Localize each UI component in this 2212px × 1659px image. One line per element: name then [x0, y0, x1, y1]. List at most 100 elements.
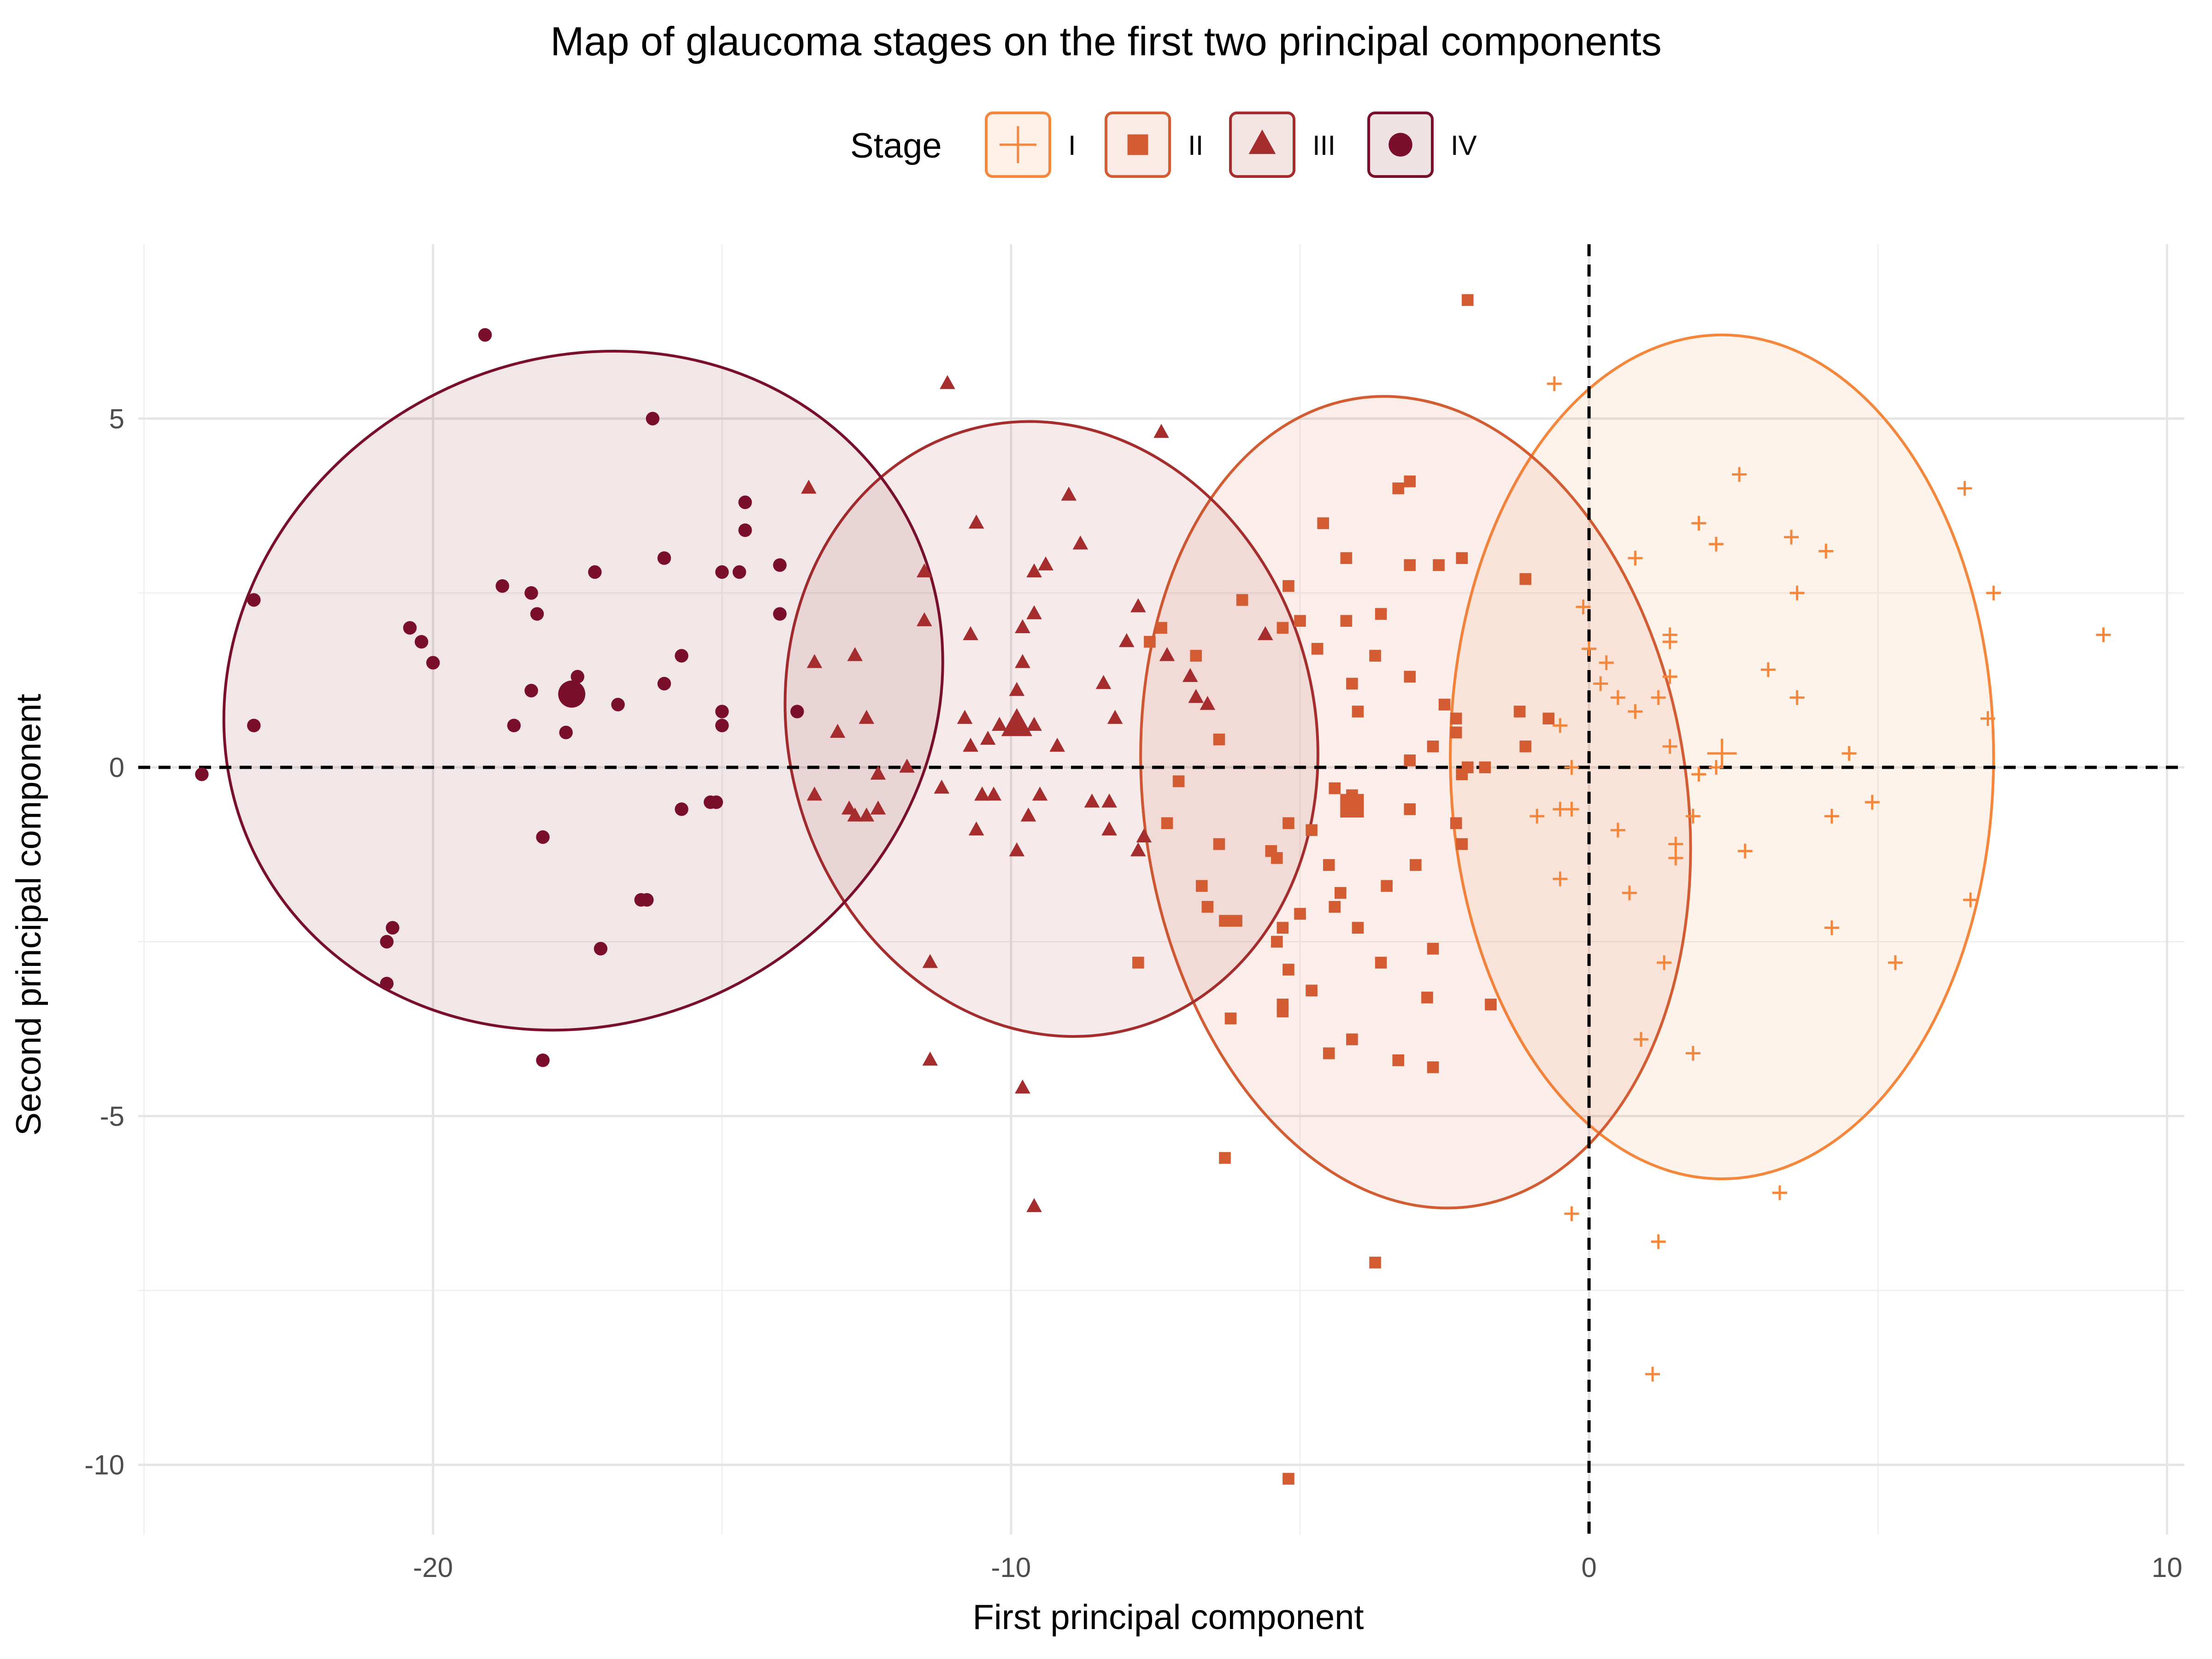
point-stage-II	[1450, 726, 1462, 739]
point-stage-II	[1346, 677, 1358, 690]
point-stage-III	[934, 779, 950, 794]
point-stage-I	[1628, 551, 1643, 566]
point-stage-II	[1427, 740, 1439, 753]
point-stage-II	[1306, 984, 1318, 997]
point-stage-III	[1061, 487, 1077, 501]
point-stage-II	[1519, 573, 1531, 585]
point-stage-II	[1340, 615, 1353, 627]
point-stage-IV	[657, 677, 671, 691]
point-stage-II	[1190, 650, 1202, 662]
point-stage-III	[1130, 842, 1146, 857]
point-stage-III	[940, 375, 955, 389]
point-stage-III	[859, 710, 875, 724]
point-stage-II	[1456, 552, 1468, 564]
point-stage-IV	[611, 698, 625, 712]
point-stage-III	[1049, 737, 1065, 752]
point-stage-III	[1101, 821, 1117, 835]
point-stage-II	[1375, 608, 1387, 620]
point-stage-II	[1456, 838, 1468, 850]
tick-labels: -20 -10 0 10 -10 -5 0 5	[84, 403, 2182, 1583]
point-stage-III	[1026, 605, 1042, 619]
point-stage-III	[1020, 807, 1036, 822]
point-stage-IV	[536, 1053, 550, 1067]
point-stage-III	[968, 514, 984, 529]
point-stage-III	[968, 821, 984, 835]
point-stage-IV	[247, 593, 261, 607]
point-stage-II	[1461, 294, 1474, 306]
reference-lines	[138, 244, 2184, 1535]
point-stage-I	[1599, 655, 1614, 671]
legend-symbol-III	[1248, 129, 1276, 154]
point-stage-II	[1230, 915, 1242, 927]
point-stage-III	[1188, 688, 1204, 703]
point-stage-III	[1153, 424, 1169, 438]
point-stage-III	[963, 737, 978, 752]
point-stage-III	[1130, 598, 1146, 612]
point-stage-II	[1329, 782, 1341, 794]
point-stage-IV	[495, 579, 509, 593]
point-stage-II	[1323, 859, 1335, 871]
point-stage-III	[1038, 556, 1053, 571]
x-tick-label: 0	[1581, 1552, 1596, 1583]
point-stage-III	[1026, 1198, 1042, 1212]
point-stage-II	[1427, 942, 1439, 955]
point-stage-I	[1530, 809, 1545, 824]
point-stage-II	[1438, 699, 1451, 711]
point-stage-IV	[675, 802, 688, 816]
point-stage-III	[1032, 786, 1048, 801]
point-stage-III	[916, 563, 932, 577]
point-stage-III	[1182, 668, 1198, 682]
point-stage-IV	[507, 718, 521, 733]
point-stage-IV	[247, 718, 261, 733]
point-stage-I	[1685, 809, 1700, 824]
point-stage-IV	[640, 893, 654, 907]
point-stage-I	[1691, 516, 1706, 531]
point-stage-III	[870, 800, 886, 815]
point-stage-III	[916, 612, 932, 626]
point-stage-I	[1651, 1234, 1666, 1249]
point-stage-I	[1691, 767, 1706, 782]
point-stage-I	[1564, 760, 1579, 775]
point-stage-III	[1118, 633, 1135, 647]
point-stage-I	[1628, 704, 1643, 719]
point-stage-II	[1450, 817, 1462, 830]
y-tick-label: -5	[100, 1101, 124, 1132]
point-stage-II	[1282, 964, 1294, 976]
point-stage-II	[1277, 1006, 1289, 1018]
legend-symbol-IV	[1388, 133, 1412, 157]
point-stage-I	[1564, 1206, 1579, 1221]
point-stage-II	[1542, 712, 1555, 724]
point-stage-IV	[524, 586, 538, 600]
point-stage-I	[1645, 1366, 1660, 1382]
point-stage-I	[1760, 662, 1776, 677]
point-stage-II	[1404, 671, 1416, 683]
point-stage-I	[1564, 801, 1579, 817]
point-stage-I	[1824, 809, 1839, 824]
point-stage-III	[1072, 535, 1088, 550]
point-stage-III	[1107, 710, 1123, 724]
point-stage-IV	[675, 649, 688, 663]
point-stage-II	[1433, 559, 1445, 571]
point-stage-I	[1576, 600, 1591, 615]
point-stage-II	[1479, 761, 1491, 773]
point-stage-I	[1610, 690, 1625, 705]
point-stage-III	[1200, 696, 1216, 710]
point-stage-III	[922, 954, 938, 968]
point-stage-II	[1172, 775, 1185, 788]
point-stage-II	[1427, 1061, 1439, 1073]
centroid-stage-III	[1001, 708, 1033, 736]
point-stage-II	[1311, 643, 1324, 655]
point-stage-III	[986, 786, 1002, 801]
point-stage-II	[1329, 901, 1341, 913]
point-stage-II	[1317, 517, 1329, 529]
point-stage-I	[1732, 467, 1747, 482]
point-stage-II	[1219, 1152, 1231, 1164]
legend-item-III: III	[1229, 112, 1335, 178]
point-stage-III	[1101, 793, 1117, 808]
x-tick-label: -20	[413, 1552, 453, 1583]
point-stage-IV	[536, 830, 550, 844]
point-stage-IV	[709, 795, 723, 809]
point-stage-IV	[790, 705, 804, 718]
point-stage-IV	[414, 635, 429, 649]
point-stage-II	[1277, 922, 1289, 934]
